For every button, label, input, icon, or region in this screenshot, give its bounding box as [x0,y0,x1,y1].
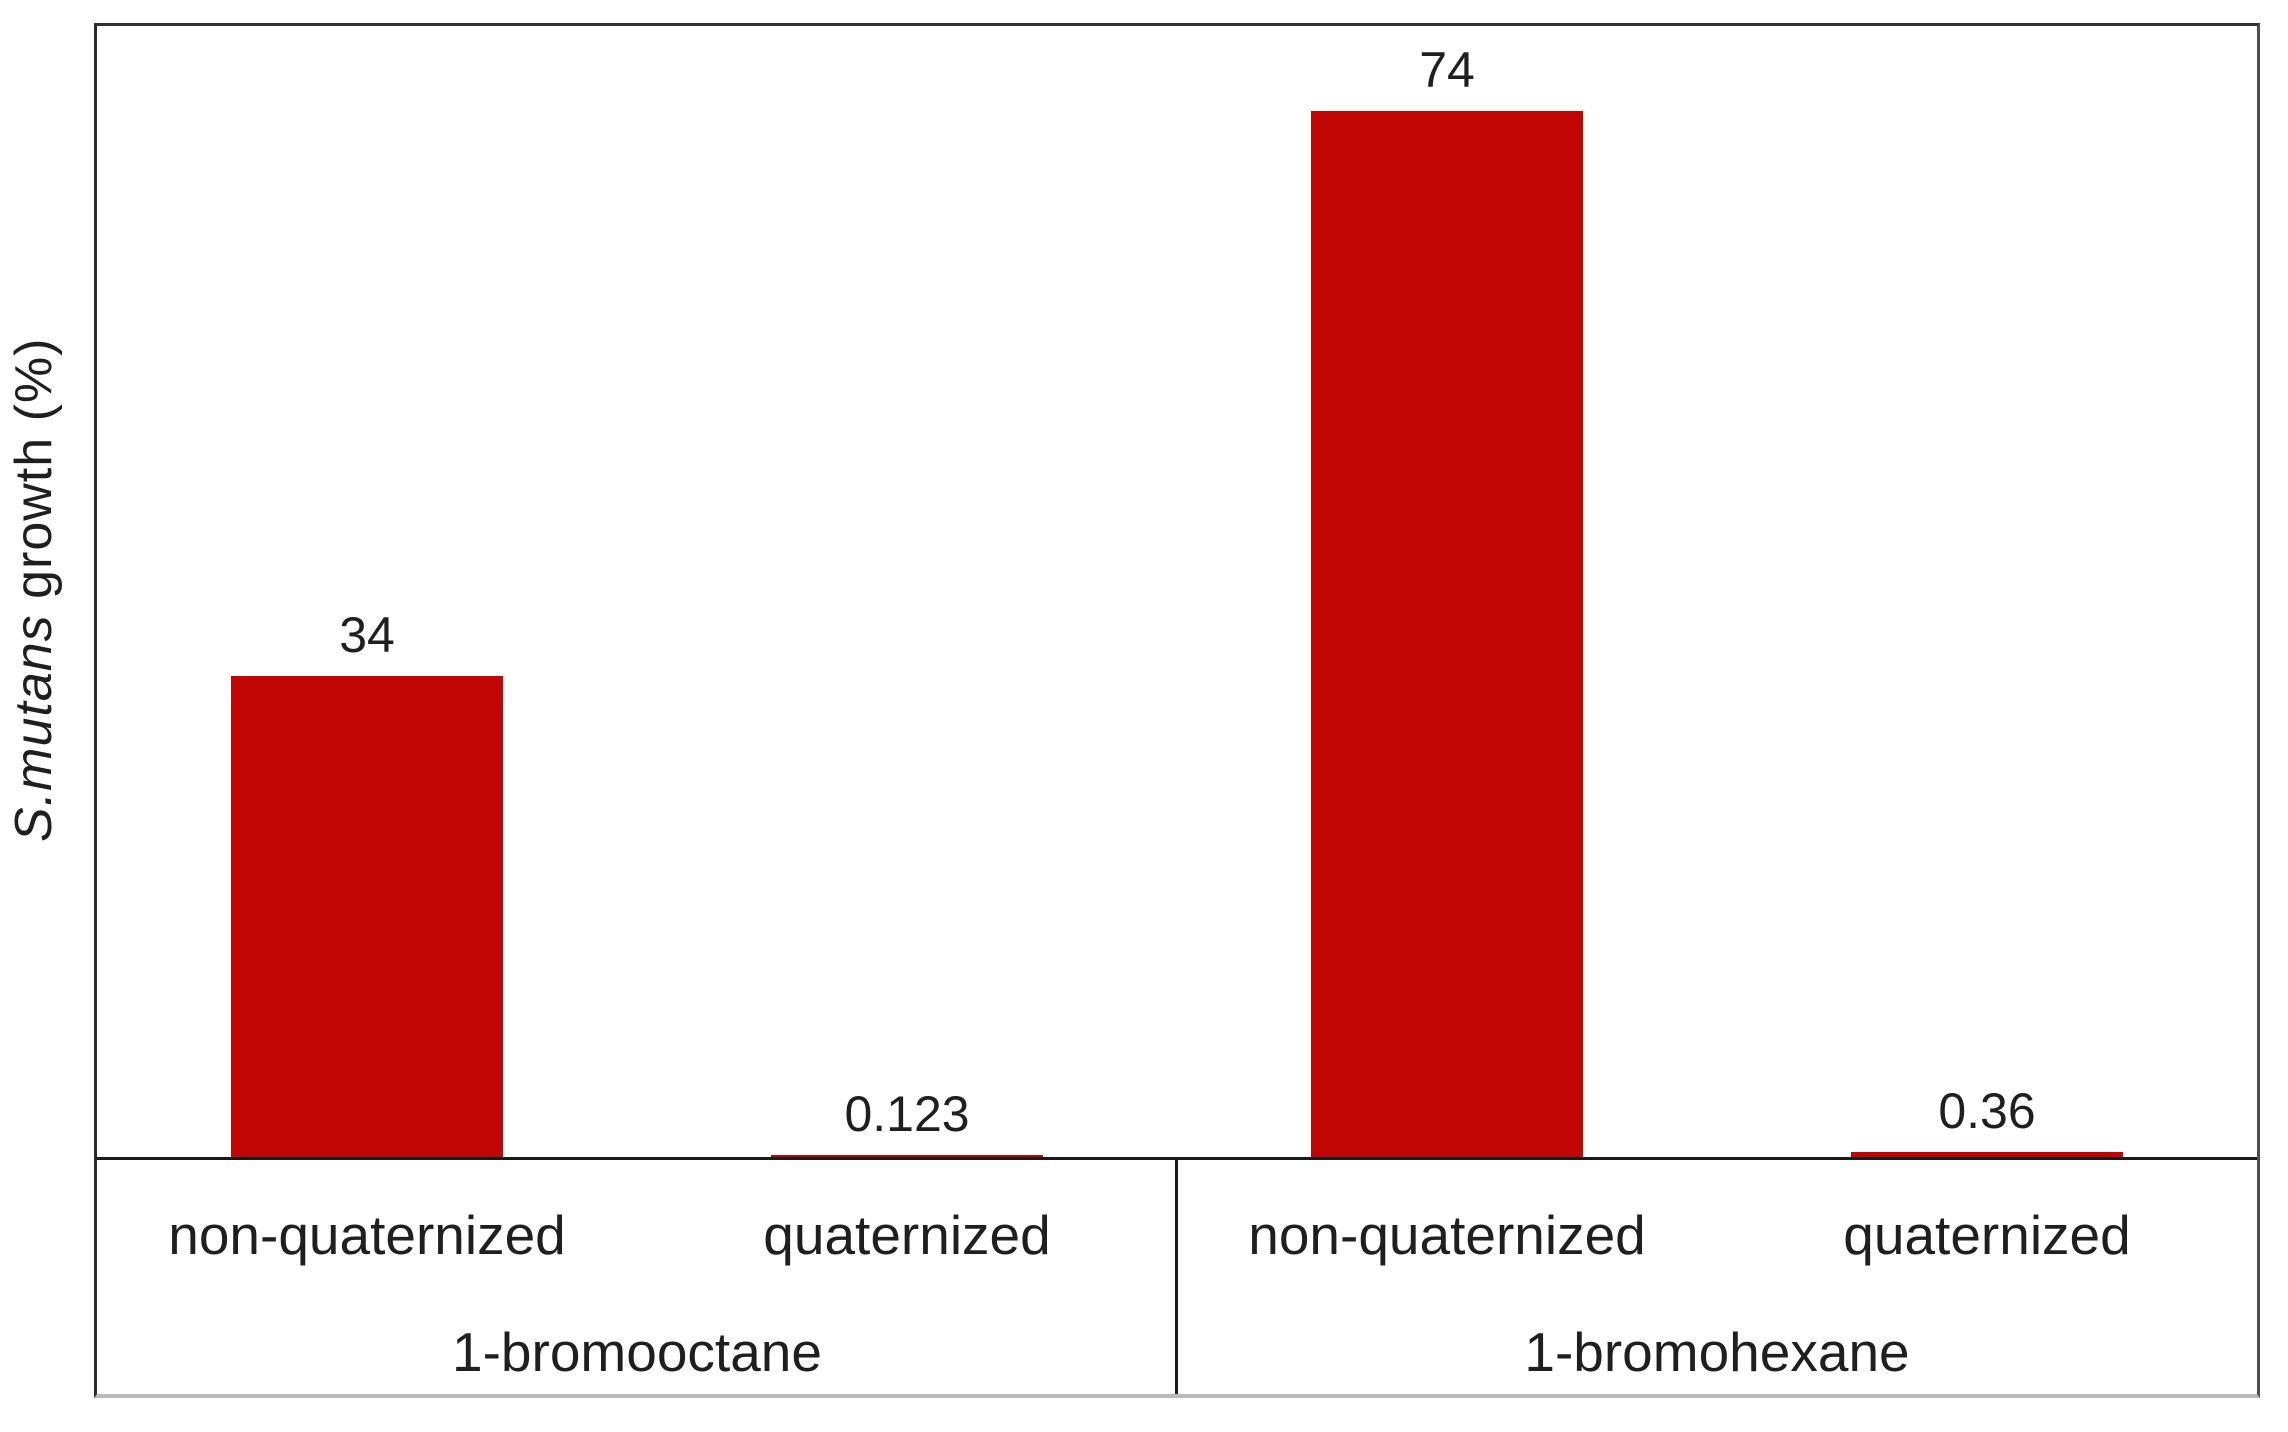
category-label: quaternized [1843,1204,2131,1266]
bar-bromohexane-nonquaternized [1310,111,1584,1157]
chart-box: 34 0.123 74 0.36 non-quaternized quatern… [94,23,2260,1398]
group-label-bromooctane: 1-bromooctane [452,1321,822,1383]
y-axis-label: S.mutans growth (%) [4,23,84,1157]
group-label-bromohexane: 1-bromohexane [1524,1321,1910,1383]
bar-bromooctane-quaternized [770,1155,1044,1157]
category-label: non-quaternized [168,1204,566,1266]
category-label-row: non-quaternized quaternized non-quaterni… [97,1160,2257,1310]
bar-value-label: 0.36 [1938,1083,2036,1139]
x-axis-labels-area: non-quaternized quaternized non-quaterni… [97,1160,2257,1394]
bar-value-label: 34 [339,607,395,663]
bar-bromohexane-quaternized [1850,1152,2124,1157]
bar-slot-bromohexane-quaternized: 0.36 [1717,26,2257,1157]
category-label: quaternized [763,1204,1051,1266]
y-axis-label-italic: S.mutans [5,614,63,843]
bar-slot-bromohexane-nonquaternized: 74 [1177,26,1717,1157]
group-divider-line [1175,1160,1178,1394]
bar-bromooctane-nonquaternized [230,676,504,1157]
bar-value-label: 74 [1419,42,1475,98]
bar-slot-bromooctane-quaternized: 0.123 [637,26,1177,1157]
bar-value-label: 0.123 [844,1086,970,1142]
bar-slot-bromooctane-nonquaternized: 34 [97,26,637,1157]
category-label: non-quaternized [1248,1204,1646,1266]
y-axis-label-rest: growth (%) [5,337,63,615]
group-label-row: 1-bromooctane 1-bromohexane [97,1310,2257,1394]
plot-area: 34 0.123 74 0.36 [97,26,2257,1160]
